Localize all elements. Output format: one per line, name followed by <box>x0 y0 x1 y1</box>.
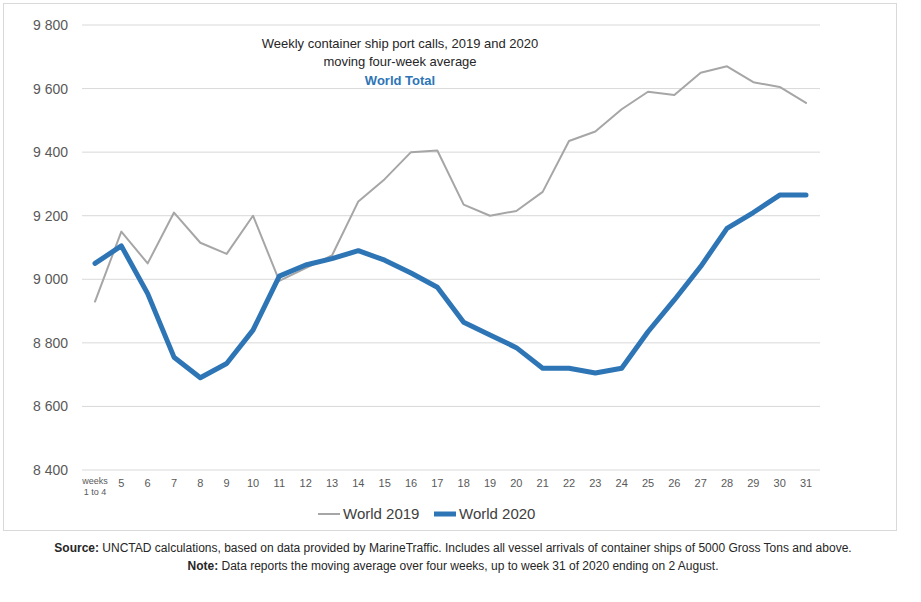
x-tick-label: 13 <box>326 477 338 489</box>
y-tick-label: 9 000 <box>33 271 68 287</box>
x-axis: weeks1 to 4 5 6 7 8 9 10 11 12 13 14 15 16 17 18 19 20 21… <box>81 476 812 497</box>
x-tick-label-line: 31 <box>800 477 812 489</box>
x-tick-label: 19 <box>484 477 496 489</box>
x-tick-label: 6 <box>145 477 151 489</box>
x-tick-label: 9 <box>224 477 230 489</box>
x-tick-label: 25 <box>642 477 654 489</box>
x-tick-label-line: weeks <box>81 476 108 486</box>
x-tick-label-line: 24 <box>616 477 628 489</box>
x-tick-label: weeks1 to 4 <box>81 476 108 497</box>
y-axis: 8 400 8 600 8 800 9 000 9 200 9 400 9 600 9 800 <box>33 17 820 478</box>
x-tick-label-line: 21 <box>537 477 549 489</box>
x-tick-label: 27 <box>695 477 707 489</box>
grid-line <box>82 25 820 26</box>
title-block: Weekly container ship port calls, 2019 a… <box>262 36 539 88</box>
note-text: Data reports the moving average over fou… <box>218 559 718 573</box>
x-tick-label: 24 <box>616 477 628 489</box>
x-tick-label-line: 25 <box>642 477 654 489</box>
x-tick-label-line: 13 <box>326 477 338 489</box>
x-tick-label-line: 7 <box>171 477 177 489</box>
y-tick-label: 9 600 <box>33 81 68 97</box>
chart: 8 400 8 600 8 800 9 000 9 200 9 400 9 600 9 800… <box>0 0 921 602</box>
y-tick-label: 8 400 <box>33 462 68 478</box>
x-tick-label-line: 19 <box>484 477 496 489</box>
source: Source: UNCTAD calculations, based on da… <box>54 541 851 555</box>
x-tick-label-line: 23 <box>589 477 601 489</box>
legend: World 2019 World 2020 <box>318 505 535 522</box>
x-tick-label: 16 <box>405 477 417 489</box>
y-tick-label: 8 600 <box>33 398 68 414</box>
x-tick-label-line: 30 <box>774 477 786 489</box>
x-tick-label-line: 6 <box>145 477 151 489</box>
grid-line <box>82 215 820 216</box>
x-tick-label: 21 <box>537 477 549 489</box>
x-tick-label-line: 17 <box>431 477 443 489</box>
x-tick-label-line: 11 <box>274 477 285 489</box>
source-label: Source: <box>54 541 99 555</box>
x-tick-label: 26 <box>668 477 680 489</box>
x-tick-label-line: 18 <box>458 477 470 489</box>
grid-line <box>82 470 820 471</box>
x-tick-label-line: 1 to 4 <box>84 487 107 497</box>
x-tick-label-line: 12 <box>300 477 312 489</box>
series-line <box>95 195 806 378</box>
legend-label: World 2019 <box>343 505 419 522</box>
x-tick-label-line: 28 <box>721 477 733 489</box>
x-tick-label-line: 29 <box>747 477 759 489</box>
x-tick-label-line: 16 <box>405 477 417 489</box>
x-tick-label: 22 <box>563 477 575 489</box>
x-tick-label: 15 <box>379 477 391 489</box>
x-tick-label-line: 5 <box>118 477 124 489</box>
grid-line <box>82 406 820 407</box>
grid-line <box>82 342 820 343</box>
y-tick-label: 9 800 <box>33 17 68 33</box>
grid-line <box>82 88 820 89</box>
x-tick-label-line: 15 <box>379 477 391 489</box>
x-tick-label-line: 20 <box>510 477 522 489</box>
x-tick-label: 30 <box>774 477 786 489</box>
x-tick-label: 11 <box>274 477 285 489</box>
x-tick-label: 14 <box>352 477 364 489</box>
x-tick-label: 7 <box>171 477 177 489</box>
legend-swatch <box>434 512 456 517</box>
x-tick-label: 29 <box>747 477 759 489</box>
x-tick-label: 5 <box>118 477 124 489</box>
x-tick-label: 28 <box>721 477 733 489</box>
highlight: World Total <box>365 73 435 88</box>
legend-swatch <box>318 513 340 515</box>
x-tick-label: 23 <box>589 477 601 489</box>
note: Note: Data reports the moving average ov… <box>188 559 719 573</box>
y-tick-label: 8 800 <box>33 335 68 351</box>
x-tick-label-line: 14 <box>352 477 364 489</box>
grid-line <box>82 279 820 280</box>
title: Weekly container ship port calls, 2019 a… <box>262 36 539 51</box>
x-tick-label: 31 <box>800 477 812 489</box>
x-tick-label-line: 8 <box>197 477 203 489</box>
x-tick-label-line: 26 <box>668 477 680 489</box>
x-tick-label-line: 22 <box>563 477 575 489</box>
y-tick-label: 9 200 <box>33 208 68 224</box>
legend-label: World 2020 <box>459 505 535 522</box>
x-tick-label: 10 <box>247 477 259 489</box>
x-tick-label: 20 <box>510 477 522 489</box>
x-tick-label-line: 27 <box>695 477 707 489</box>
x-tick-label: 12 <box>300 477 312 489</box>
source-text: UNCTAD calculations, based on data provi… <box>99 541 852 555</box>
x-tick-label: 18 <box>458 477 470 489</box>
subtitle: moving four-week average <box>323 54 476 69</box>
x-tick-label-line: 9 <box>224 477 230 489</box>
note-label: Note: <box>188 559 219 573</box>
grid-line <box>82 152 820 153</box>
x-tick-label: 8 <box>197 477 203 489</box>
series-group <box>95 66 806 378</box>
chart-frame <box>4 4 897 531</box>
source-note: Source: UNCTAD calculations, based on da… <box>54 541 851 573</box>
x-tick-label: 17 <box>431 477 443 489</box>
x-tick-label-line: 10 <box>247 477 259 489</box>
y-axis-line <box>82 25 83 470</box>
y-tick-label: 9 400 <box>33 144 68 160</box>
